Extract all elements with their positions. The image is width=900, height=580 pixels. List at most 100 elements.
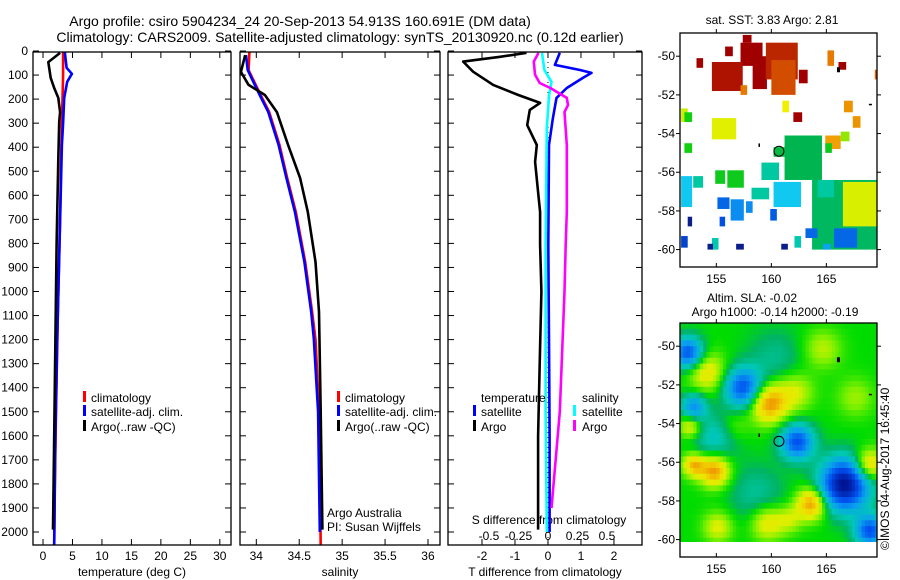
sla-cell xyxy=(855,473,859,480)
sla-cell xyxy=(861,473,866,480)
sla-cell xyxy=(868,334,872,341)
sla-cell xyxy=(749,334,753,341)
sla-cell xyxy=(828,415,833,422)
sla-cell xyxy=(831,462,836,469)
sla-cell xyxy=(762,462,767,469)
sla-cell xyxy=(703,526,707,533)
sla-cell xyxy=(864,491,869,498)
sla-cell xyxy=(779,468,783,475)
sla-cell xyxy=(696,363,701,370)
sla-cell xyxy=(855,323,859,330)
sla-cell xyxy=(742,491,747,498)
sla-cell xyxy=(772,421,777,428)
sla-cell xyxy=(699,479,704,486)
sla-cell xyxy=(742,479,747,486)
float-location-marker xyxy=(773,435,785,447)
sla-cell xyxy=(729,398,734,405)
sla-cell xyxy=(855,433,859,440)
sla-cell xyxy=(835,520,839,527)
sla-cell xyxy=(709,537,714,542)
sla-cell xyxy=(755,415,760,422)
sla-cell xyxy=(716,323,720,330)
sla-cell xyxy=(789,433,793,440)
sla-cell xyxy=(683,421,687,428)
sla-cell xyxy=(722,526,727,533)
sla-cell xyxy=(831,508,836,515)
sla-cell xyxy=(713,502,717,510)
sla-cell xyxy=(779,346,783,353)
sla-cell xyxy=(779,497,783,504)
sla-cell xyxy=(732,323,737,330)
sla-cell xyxy=(765,334,770,341)
sla-cell xyxy=(686,456,691,463)
y-tick-label: 1000 xyxy=(1,285,28,299)
sla-cell xyxy=(732,381,737,388)
sla-cell xyxy=(805,456,810,463)
sla-cell xyxy=(716,381,720,388)
sla-cell xyxy=(742,386,747,393)
sla-cell xyxy=(683,520,687,527)
sla-cell xyxy=(769,381,773,388)
sla-cell xyxy=(749,491,753,498)
sla-cell xyxy=(835,468,839,475)
sla-cell xyxy=(736,340,740,347)
sla-cell xyxy=(818,439,823,446)
sla-cell xyxy=(858,421,862,428)
sla-cell xyxy=(815,375,820,382)
sla-cell xyxy=(805,531,810,539)
sla-cell xyxy=(835,456,839,463)
sla-cell xyxy=(680,352,684,359)
sla-cell xyxy=(709,427,714,434)
sla-cell xyxy=(680,369,684,376)
sla-cell xyxy=(812,537,816,542)
sla-cell xyxy=(812,485,816,492)
sla-cell xyxy=(868,421,872,428)
sla-cell xyxy=(736,508,740,515)
sla-cell xyxy=(812,328,816,335)
sla-cell xyxy=(746,381,750,388)
sla-cell xyxy=(689,352,694,359)
sla-cell xyxy=(851,520,856,527)
sla-cell xyxy=(719,468,724,475)
sla-cell xyxy=(722,502,727,510)
sla-cell xyxy=(808,462,813,469)
sla-cell xyxy=(765,323,770,330)
sla-cell xyxy=(871,433,876,440)
sla-cell xyxy=(871,369,876,376)
sla-cell xyxy=(858,352,862,359)
sla-cell xyxy=(752,415,757,422)
sla-cell xyxy=(848,386,853,393)
y-tick-label: 900 xyxy=(8,260,28,274)
sla-cell xyxy=(851,363,856,370)
sla-cell xyxy=(759,410,763,417)
sla-cell xyxy=(755,520,760,527)
sla-cell xyxy=(822,346,826,353)
sla-cell xyxy=(772,386,777,393)
plot-background xyxy=(240,52,440,545)
sla-cell xyxy=(838,357,843,364)
sla-cell xyxy=(825,392,829,399)
sla-cell xyxy=(769,462,773,469)
sla-cell xyxy=(693,334,697,341)
sla-cell xyxy=(726,404,730,411)
sla-cell xyxy=(815,450,820,457)
sla-cell xyxy=(795,352,800,359)
sla-cell xyxy=(699,462,704,469)
sla-cell xyxy=(871,352,876,359)
sla-cell xyxy=(729,357,734,364)
sst-cell xyxy=(736,243,744,250)
sla-cell xyxy=(739,497,744,504)
sla-cell xyxy=(686,444,691,451)
sla-cell xyxy=(792,346,796,353)
sla-cell xyxy=(828,485,833,492)
sla-cell xyxy=(765,415,770,422)
sla-cell xyxy=(709,456,714,463)
sla-cell xyxy=(706,369,711,376)
sla-cell xyxy=(775,456,780,463)
sla-cell xyxy=(779,508,783,515)
sla-cell xyxy=(762,473,767,480)
sla-cell xyxy=(828,375,833,382)
sla-cell xyxy=(769,514,773,521)
sla-cell xyxy=(802,537,806,542)
sla-cell xyxy=(802,485,806,492)
